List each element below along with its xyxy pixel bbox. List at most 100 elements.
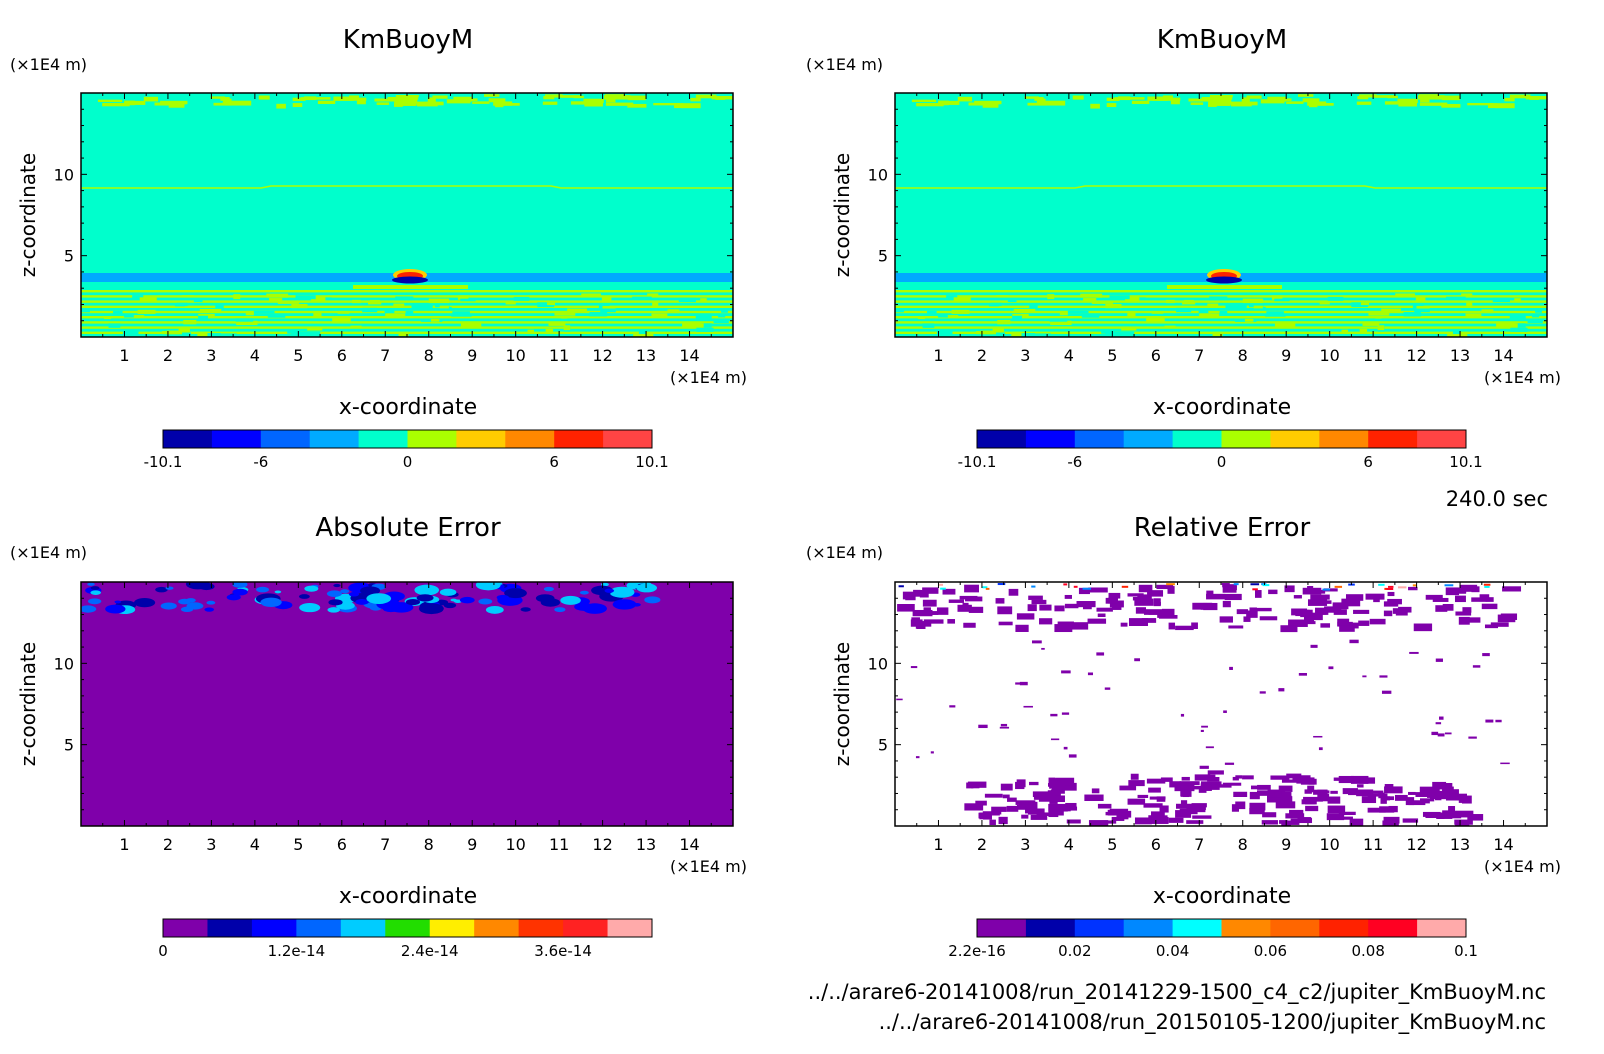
field-blob [1013, 308, 1036, 312]
field-blob [1375, 316, 1382, 319]
error-blob [1328, 666, 1334, 670]
field-blob [269, 298, 283, 302]
field-blob [1467, 103, 1494, 106]
error-blob [1338, 811, 1356, 816]
y-tick-label: 10 [54, 654, 74, 673]
x-tick-label: 4 [250, 835, 260, 854]
error-speck [1233, 583, 1239, 586]
error-blob [1134, 599, 1141, 606]
error-blob [1408, 800, 1426, 806]
contour-field [895, 582, 1547, 826]
field-stripe [81, 326, 733, 329]
field-blob [1072, 95, 1084, 100]
field-blob [1167, 285, 1282, 289]
field-blob [295, 295, 316, 300]
error-blob [1444, 732, 1452, 735]
panel-title: KmBuoyM [343, 25, 473, 55]
field-blob [1151, 311, 1164, 314]
y-axis-label: z-coordinate [16, 642, 40, 766]
error-blob [1158, 815, 1168, 821]
field-blob [1395, 293, 1415, 297]
error-speck [1073, 585, 1078, 588]
error-blob [1194, 774, 1211, 781]
error-blob [913, 589, 921, 597]
field-blob [695, 94, 717, 99]
field-blob [1212, 96, 1233, 100]
error-blob [1194, 602, 1208, 610]
error-blob [1137, 794, 1149, 798]
error-blob [1261, 820, 1278, 825]
field-background [81, 582, 733, 826]
field-blob [292, 103, 303, 108]
field-blob [1265, 313, 1286, 317]
field-blob [922, 323, 935, 328]
field-blob [1241, 97, 1250, 103]
error-blob [1380, 796, 1391, 801]
error-blob [1387, 591, 1395, 597]
error-blob [1497, 614, 1516, 623]
error-blob [1207, 777, 1220, 782]
x-tick-label: 10 [505, 346, 525, 365]
error-blob [1356, 789, 1374, 797]
field-blob [527, 329, 534, 334]
error-blob [1315, 607, 1327, 615]
colorbar-tick-label: -6 [1067, 453, 1082, 471]
field-blob [1327, 296, 1344, 301]
error-blob [90, 586, 100, 590]
field-blob [1286, 101, 1304, 104]
error-speck [1388, 585, 1394, 588]
error-blob [1146, 778, 1166, 784]
error-blob [1111, 816, 1125, 821]
error-blob [1027, 604, 1037, 612]
error-blob [1429, 791, 1450, 800]
error-blob [1432, 597, 1449, 602]
error-blob [1458, 616, 1470, 625]
error-blob [1278, 688, 1285, 692]
colorbar: -10.1 -6 0 6 10.1 [958, 429, 1483, 471]
error-blob [1200, 729, 1204, 732]
error-blob [1180, 789, 1187, 797]
field-blob [1011, 331, 1022, 337]
y-axis-label: z-coordinate [830, 642, 854, 766]
error-blob [1120, 812, 1129, 820]
error-blob [1259, 691, 1266, 694]
field-blob [1446, 296, 1466, 300]
error-blob [1200, 783, 1212, 791]
field-blob [995, 295, 1008, 298]
error-blob [81, 605, 97, 613]
x-tick-label: 7 [1194, 835, 1204, 854]
field-blob [434, 303, 447, 308]
error-speck [1121, 585, 1129, 588]
error-blob [1016, 804, 1033, 810]
error-blob [1132, 597, 1147, 601]
colorbar-swatch [1123, 430, 1174, 448]
error-blob [1134, 658, 1141, 662]
y-axis-label: z-coordinate [830, 153, 854, 277]
panel-title: Relative Error [1134, 513, 1311, 543]
error-blob [942, 588, 956, 595]
y-tick-label: 10 [868, 165, 888, 184]
error-blob [535, 594, 555, 603]
error-blob [1452, 587, 1467, 594]
field-blob [601, 296, 612, 301]
x-axis-label: x-coordinate [1153, 884, 1291, 909]
error-blob [1249, 807, 1265, 815]
field-blob [1546, 103, 1547, 109]
error-blob [1332, 602, 1349, 610]
field-blob [1417, 95, 1445, 100]
field-blob [1384, 101, 1409, 105]
error-blob [1316, 600, 1332, 604]
colorbar-swatch [1221, 430, 1271, 448]
error-blob [1088, 820, 1109, 826]
field-blob [1359, 94, 1377, 98]
x-axis-ticks: 1 2 3 4 5 6 7 8 9 10 11 12 13 14 [916, 582, 1526, 854]
field-blob [1253, 305, 1263, 309]
error-blob [274, 590, 282, 594]
field-blob [1091, 301, 1114, 304]
field-blob [103, 316, 112, 320]
colorbar-swatch [563, 919, 609, 937]
error-blob [304, 585, 319, 592]
field-blob [1403, 312, 1422, 317]
field-blob [589, 312, 608, 317]
field-bubble [1206, 276, 1242, 284]
